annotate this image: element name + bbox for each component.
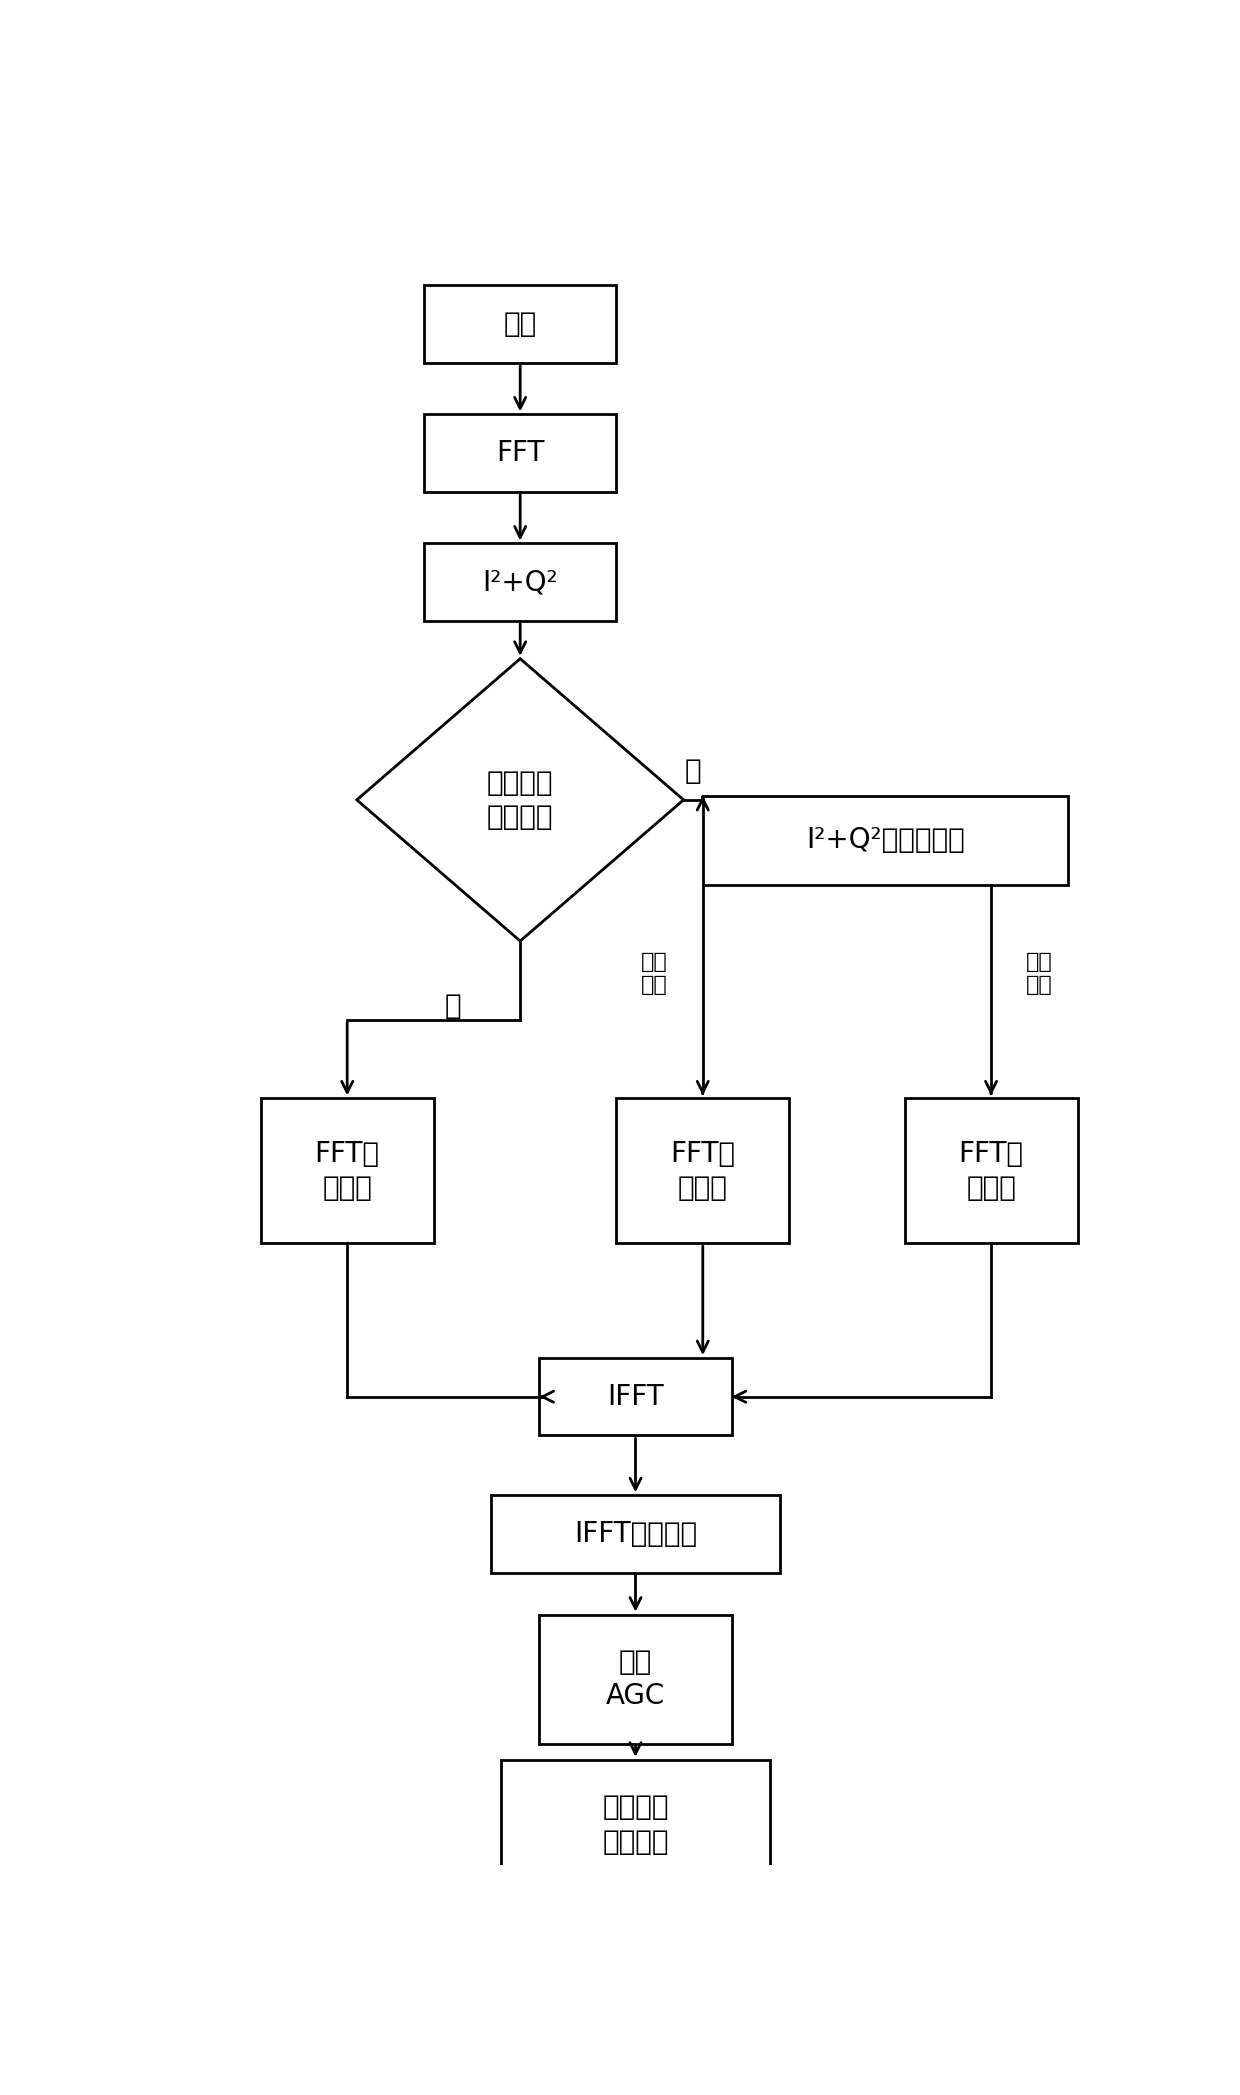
Text: FFT结
果置零: FFT结 果置零 [671,1140,735,1203]
Text: 是: 是 [684,756,702,786]
Bar [260,1098,434,1244]
Text: I²+Q²: I²+Q² [482,568,558,597]
Text: IFFT: IFFT [608,1383,663,1410]
Text: 大于
门限: 大于 门限 [641,951,668,995]
Bar [539,1615,732,1743]
Text: FFT运
算结果: FFT运 算结果 [315,1140,379,1203]
Bar [501,1760,770,1890]
Bar [491,1496,780,1573]
Bar [703,796,1068,884]
Text: 小于
门限: 小于 门限 [1025,951,1053,995]
Text: IFFT结果截位: IFFT结果截位 [574,1519,697,1548]
Text: FFT: FFT [496,440,544,467]
Polygon shape [357,658,683,941]
Bar [616,1098,789,1244]
Text: 后续信号
处理模块: 后续信号 处理模块 [603,1793,668,1856]
Text: 否: 否 [445,991,461,1020]
Bar [424,285,616,362]
Text: 判断有无
窄带干扰: 判断有无 窄带干扰 [487,769,553,832]
Text: 数字
AGC: 数字 AGC [606,1649,665,1710]
Bar [905,1098,1078,1244]
Text: 开始: 开始 [503,310,537,337]
Text: FFT运
算结果: FFT运 算结果 [959,1140,1023,1203]
Bar [424,415,616,492]
Bar [539,1358,732,1435]
Text: I²+Q²与门限比较: I²+Q²与门限比较 [806,825,965,855]
Bar [424,543,616,620]
